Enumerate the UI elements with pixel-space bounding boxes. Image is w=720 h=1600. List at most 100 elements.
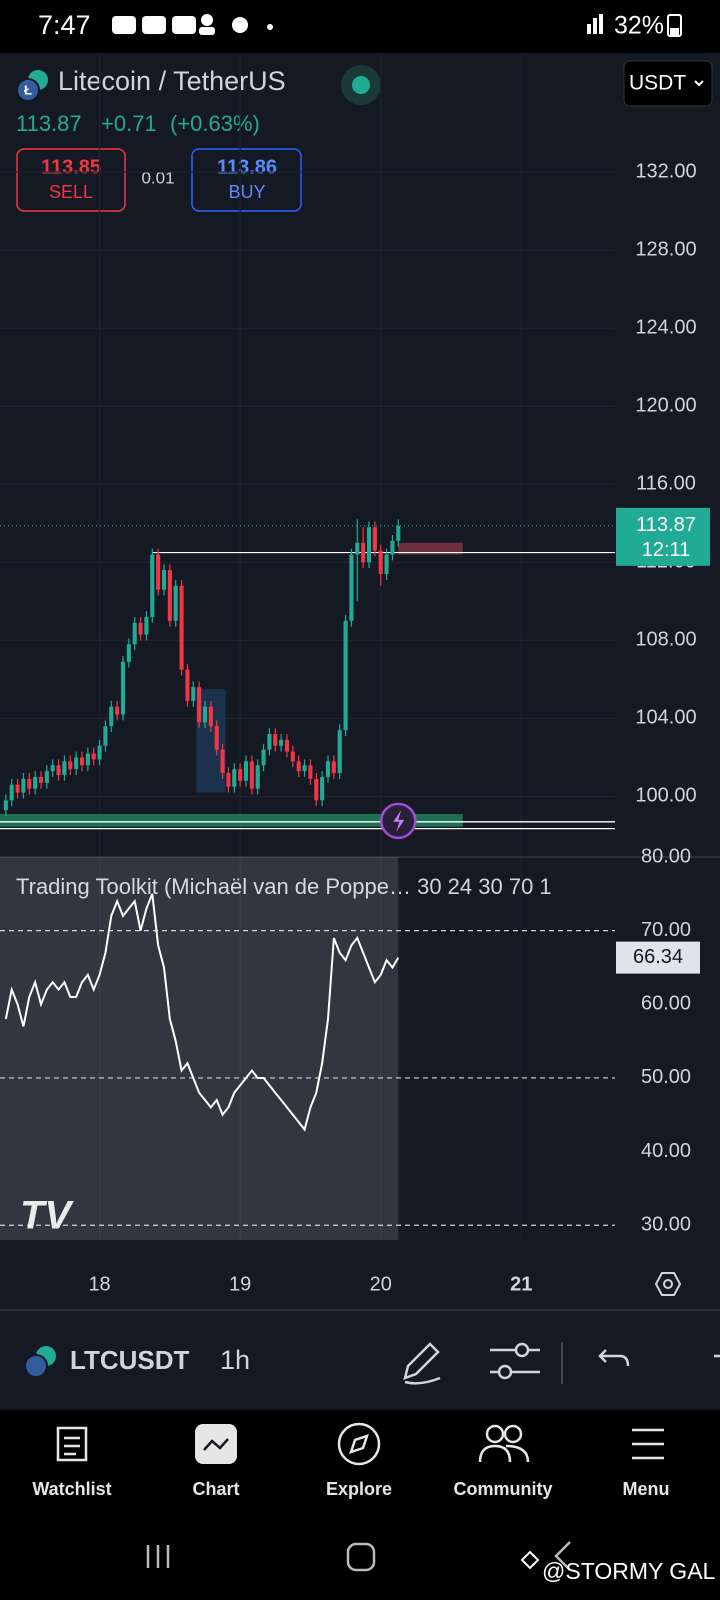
candle-body [27,778,32,789]
y-tick-label: 60.00 [641,993,691,1015]
candle-body [361,542,366,563]
status-icons [112,14,682,37]
buy-price[interactable]: 113.86 [217,156,277,178]
candle-body [179,585,184,670]
candle-body [343,620,348,731]
candle-body [138,622,143,635]
settings-icon[interactable] [654,1272,682,1296]
candle-body [156,554,161,590]
candle-body [79,757,85,766]
candle-body [296,761,301,772]
x-tick-label: 21 [510,1273,532,1295]
spread: 0.01 [141,168,174,187]
candle-body [56,765,61,775]
y-tick-label: 120.00 [635,395,696,417]
candle-body [3,800,8,811]
candle-body [9,784,14,801]
y-tick-label: 116.00 [636,473,696,495]
sell-button[interactable] [16,148,126,212]
candle-body [120,661,126,715]
candle-body [267,734,272,750]
nav-bar: Watchlist Chart Explore Community Menu [32,1479,669,1499]
y-tick-label: 108.00 [635,629,696,651]
sell-price[interactable]: 113.85 [41,156,101,178]
watermark-icon [520,1550,540,1570]
candle-body [243,761,249,781]
candle-body [191,687,196,701]
y-tick-label: 100.00 [635,785,696,807]
watermark: @STORMY GAL [542,1558,716,1584]
candle-body [284,739,290,752]
candle-body [62,761,67,775]
candle-body [214,726,219,750]
indicator-area [0,857,399,1240]
candle-body [161,570,167,590]
interval[interactable]: 1h [220,1345,250,1375]
candle-body [396,525,401,541]
candle-body [349,554,354,621]
x-tick-label: 19 [229,1273,251,1295]
dropdown-arrow [694,80,704,87]
indicator-label: 66.34 [633,946,683,968]
candle-body [44,771,49,783]
candle-body [38,776,44,783]
nav-label[interactable]: Explore [326,1479,392,1499]
candle-body [226,773,231,787]
x-tick-label: 18 [88,1273,110,1295]
candle-body [185,669,190,701]
candle-body [331,761,336,774]
candle-body [366,527,372,563]
price-label-box [616,507,710,566]
candle-body [273,734,278,746]
candle-body [249,761,254,789]
candle-body [50,765,55,772]
currency[interactable]: USDT [629,72,686,95]
y-tick-label: 40.00 [641,1140,691,1162]
x-tick-label: 20 [370,1273,392,1295]
currency-button[interactable] [623,60,713,107]
indicator-line [4,893,400,1132]
y-tick-label: 50.00 [641,1066,691,1088]
candle-body [337,730,342,774]
coin-glyph: Ł [24,82,32,97]
candle-body [85,753,90,766]
zone [398,542,463,555]
nav-label[interactable]: Menu [623,1479,670,1499]
candle-body [220,749,225,774]
candle-body [384,554,389,575]
candle-body [320,776,325,801]
candle-body [91,753,96,760]
candle-body [390,540,395,555]
alert-bolt [393,809,405,832]
last-price: 113.87 [16,111,82,136]
candle-body [255,765,260,789]
candle-body [103,726,108,746]
price-change: +0.71 [101,111,157,136]
candle-body [109,706,114,727]
toolbar-background [0,1310,720,1410]
nav-label[interactable]: Community [454,1479,553,1499]
y-tick-label: 132.00 [635,160,696,182]
nav-label[interactable]: Chart [192,1479,239,1499]
toolbar-icons[interactable] [403,1342,720,1385]
candle-body [308,765,313,779]
candle-body [302,765,307,772]
candle-body [97,745,102,760]
buy-label[interactable]: BUY [228,182,265,202]
nav-icons[interactable] [56,1422,664,1466]
buy-button[interactable] [191,148,302,212]
y-tick-label: 30.00 [641,1214,691,1236]
chart-background [0,53,720,1310]
sell-label[interactable]: SELL [49,182,93,202]
nav-label[interactable]: Watchlist [32,1479,111,1499]
candle-body [314,778,319,801]
candle-body [173,585,178,621]
countdown: 12:11 [642,539,691,561]
candle-body [232,769,237,787]
plot [0,55,615,1240]
toolbar-symbol[interactable]: LTCUSDT [70,1345,190,1375]
indicator-label-box [616,941,700,974]
candle-body [208,706,213,727]
coin-icon [16,78,40,102]
